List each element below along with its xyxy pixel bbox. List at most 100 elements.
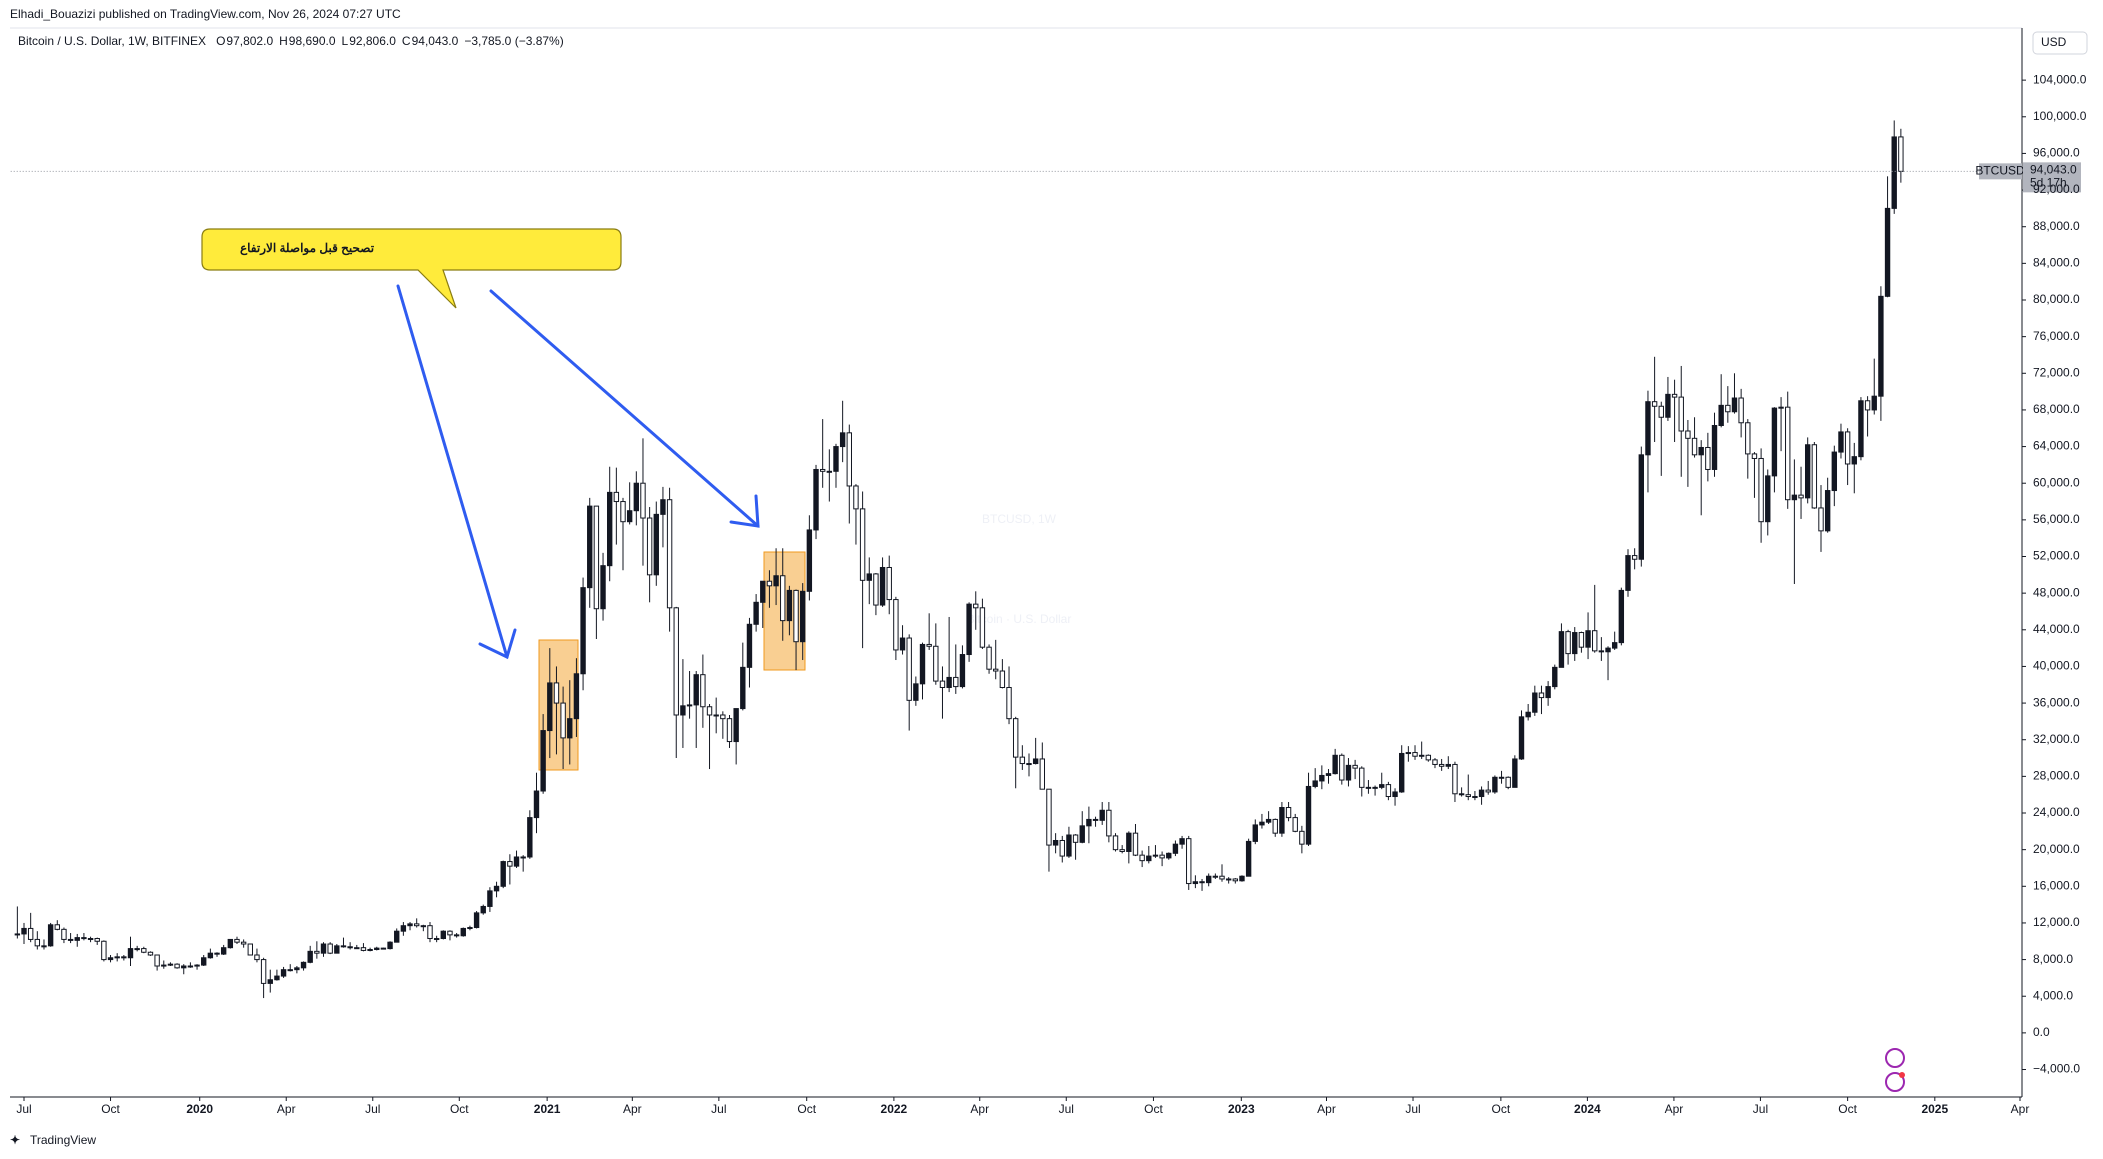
candle-body	[1745, 422, 1751, 455]
icon[interactable]	[1885, 1072, 1905, 1092]
y-tick-label: 8,000.0	[2033, 952, 2073, 966]
candle-body	[986, 646, 992, 670]
candle-body	[700, 674, 706, 708]
candle-body	[1478, 789, 1485, 798]
candles	[14, 120, 1904, 999]
candle-body	[207, 952, 214, 959]
candle-body	[1092, 818, 1099, 821]
candle-body	[1432, 759, 1438, 765]
candle-body	[1365, 786, 1372, 789]
candle-body	[1405, 752, 1412, 755]
candle-body	[81, 937, 87, 940]
x-tick-label: 2025	[1921, 1102, 1948, 1116]
candle-body	[174, 963, 180, 969]
candle-body	[1046, 788, 1052, 846]
candle-body	[946, 676, 952, 689]
candle-body	[513, 856, 520, 867]
candle-body	[1811, 444, 1818, 509]
arrow	[489, 289, 760, 528]
candle-body	[220, 947, 227, 955]
candle-body	[87, 938, 94, 941]
icon[interactable]	[1885, 1048, 1905, 1068]
candle-body	[1006, 687, 1012, 720]
callout	[201, 228, 622, 309]
candle-body	[1758, 457, 1764, 523]
x-tick-label: Apr	[1317, 1102, 1336, 1116]
candle-body	[161, 964, 167, 967]
candle-body	[1219, 875, 1225, 880]
candle-body	[460, 927, 466, 937]
candle-body	[1179, 838, 1185, 845]
x-tick-label: Jul	[16, 1102, 31, 1116]
candle-body	[360, 947, 367, 951]
candle-body	[753, 601, 759, 625]
candle-body	[1192, 881, 1199, 885]
candle-body	[1345, 764, 1352, 781]
candle-body	[1552, 666, 1558, 688]
candle-body	[806, 529, 813, 592]
candle-body	[640, 482, 646, 519]
candle-body	[1625, 555, 1631, 591]
candle-body	[926, 643, 932, 647]
candle-body	[1319, 774, 1325, 782]
candle-body	[1605, 647, 1611, 653]
brand-logo: ✦	[10, 1133, 20, 1147]
candle-body	[933, 645, 939, 682]
candle-body	[1572, 632, 1578, 655]
readout-value: 92,806.0	[349, 34, 396, 48]
candle-body	[846, 432, 852, 487]
candle-body	[786, 589, 793, 622]
candle-body	[354, 947, 360, 950]
candle-body	[1618, 589, 1625, 644]
candle-body	[1705, 446, 1711, 470]
y-tick-label: 28,000.0	[2033, 769, 2080, 783]
candle-body	[1838, 431, 1844, 453]
candle-body	[553, 682, 560, 704]
candle-body	[567, 718, 573, 739]
watermark: BTCUSD, 1W	[982, 512, 1057, 526]
readout-value: 94,043.0	[412, 34, 459, 48]
candle-body	[993, 668, 999, 672]
y-tick-label: 92,000.0	[2033, 182, 2080, 196]
candle-body	[1272, 818, 1278, 834]
candle-body	[893, 599, 899, 651]
candle-body	[1325, 773, 1332, 776]
candle-body	[440, 930, 447, 940]
y-tick-label: 12,000.0	[2033, 915, 2080, 929]
y-tick-label: 60,000.0	[2033, 475, 2080, 489]
candle-body	[294, 967, 300, 971]
currency-button[interactable]	[2032, 31, 2088, 55]
x-tick-label: Apr	[2011, 1102, 2030, 1116]
readout-label: O	[216, 34, 225, 48]
candle-body	[1771, 407, 1778, 477]
candle-body	[34, 938, 41, 947]
readout-value: 97,802.0	[226, 34, 273, 48]
candle-body	[560, 702, 566, 739]
candle-body	[726, 718, 733, 743]
candle-body	[1711, 425, 1718, 470]
candle-body	[1186, 838, 1192, 885]
overlay: BTCUSD 94,043.05d 17h	[10, 162, 2081, 193]
y-tick-label: 88,000.0	[2033, 219, 2080, 233]
candle-body	[540, 730, 546, 792]
candle-body	[600, 565, 606, 610]
candle-body	[1844, 431, 1851, 465]
readout-label: H	[279, 34, 288, 48]
candle-body	[587, 505, 593, 589]
candle-body	[260, 959, 267, 984]
candle-body	[234, 938, 240, 943]
candle-body	[1658, 405, 1664, 418]
candle-body	[181, 965, 187, 969]
candle-body	[693, 674, 699, 706]
candle-body	[1112, 835, 1119, 851]
candle-body	[633, 482, 640, 512]
candle-body	[41, 945, 47, 948]
candle-body	[141, 948, 147, 953]
watermark-subtitle: Bitcoin · U.S. Dollar	[967, 612, 1072, 626]
x-tick-label: Oct	[1492, 1102, 1511, 1116]
y-tick-label: 32,000.0	[2033, 732, 2080, 746]
candle-body	[1558, 631, 1565, 668]
candle-body	[780, 575, 786, 622]
candle-body	[913, 683, 919, 701]
